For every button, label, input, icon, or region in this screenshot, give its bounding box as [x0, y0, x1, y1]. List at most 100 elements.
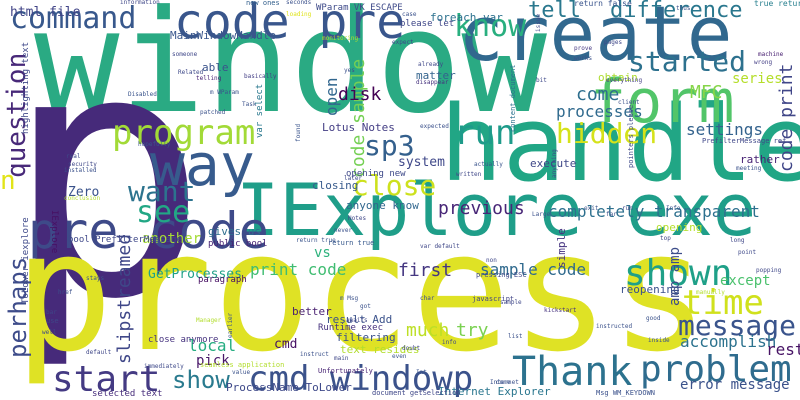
cloud-word: code sample: [350, 59, 368, 178]
cloud-word: top: [660, 236, 671, 242]
cloud-word: highlighting text: [22, 42, 31, 134]
cloud-word: rest: [766, 342, 800, 358]
cloud-word: awaits: [346, 318, 368, 324]
cloud-word: Msg WM_KEYDOWN: [596, 390, 655, 397]
cloud-word: completely transparent: [548, 204, 760, 220]
cloud-word: html file: [10, 6, 80, 19]
cloud-word: immediately: [144, 364, 184, 370]
cloud-word: wrong: [754, 60, 772, 66]
cloud-word: MainWindowHandle: [170, 30, 276, 41]
cloud-word: point: [738, 250, 756, 256]
cloud-word: expect: [392, 40, 414, 46]
cloud-word: use: [46, 318, 59, 325]
cloud-word: done: [496, 380, 510, 386]
cloud-word: case: [402, 12, 416, 18]
cloud-word: Lotus Notes: [322, 122, 395, 133]
cloud-word: information: [120, 0, 160, 6]
cloud-word: want: [128, 178, 195, 206]
cloud-word: MFC: [690, 84, 723, 102]
cloud-word: reopening: [620, 284, 680, 295]
cloud-word: pointers please: [628, 105, 635, 168]
cloud-word: return true: [296, 238, 336, 244]
cloud-word: value: [232, 370, 250, 376]
cloud-word: bool PrefilterMessage: [68, 236, 182, 245]
cloud-word: main: [334, 356, 348, 362]
cloud-word: cmd: [274, 338, 297, 351]
cloud-word: simple: [556, 228, 567, 268]
cloud-word: m Msg: [340, 296, 358, 302]
cloud-word: got: [360, 304, 371, 310]
cloud-word: kickstart: [544, 308, 577, 314]
cloud-word: seamless application: [200, 362, 284, 369]
cloud-word: first: [398, 262, 452, 280]
cloud-word: list: [508, 334, 522, 340]
cloud-word: someone: [172, 52, 197, 58]
cloud-word: even: [392, 354, 406, 360]
cloud-word: default: [86, 350, 111, 356]
cloud-word: program: [112, 116, 255, 150]
cloud-word: public bool: [208, 240, 268, 249]
cloud-word: able: [202, 62, 229, 73]
cloud-word: WParam VK_ESCAPE: [316, 4, 403, 13]
cloud-word: disk: [338, 86, 381, 104]
cloud-word: run: [622, 206, 633, 212]
cloud-word: disappear: [416, 80, 449, 86]
cloud-word: Notes: [348, 216, 366, 222]
cloud-word: basically: [244, 74, 277, 80]
cloud-word: later: [344, 176, 362, 182]
cloud-word: found: [296, 124, 302, 142]
cloud-word: gives us: [208, 226, 261, 237]
cloud-word: yes: [344, 68, 355, 74]
cloud-word: info: [442, 340, 456, 346]
cloud-word: run: [454, 116, 515, 150]
cloud-word: except: [720, 274, 771, 288]
cloud-word: settings: [686, 122, 763, 138]
cloud-word: n: [0, 168, 16, 194]
cloud-word: IExplore: [49, 210, 58, 253]
cloud-word: good: [646, 316, 660, 322]
cloud-word: written: [456, 172, 481, 178]
cloud-word: doubt: [402, 346, 420, 352]
cloud-word: sample: [500, 300, 522, 306]
cloud-word: ToLower iexplore: [22, 217, 31, 304]
cloud-word: slipstreamed: [116, 234, 134, 364]
cloud-word: Int: [416, 370, 427, 376]
cloud-word: return false: [574, 0, 632, 8]
cloud-word: instruct: [300, 352, 329, 358]
cloud-word: non: [486, 258, 497, 264]
cloud-word: seconds: [286, 0, 311, 6]
cloud-word: pressing ESC: [476, 272, 527, 279]
cloud-word: stays: [86, 276, 104, 282]
cloud-word: filtering: [336, 332, 396, 343]
cloud-word: var default: [420, 244, 460, 250]
cloud-word: instructed: [596, 324, 632, 330]
cloud-word: conclusion: [64, 196, 100, 202]
cloud-word: please let: [400, 20, 454, 29]
cloud-word: works: [574, 56, 592, 62]
cloud-word: Unfortunately: [318, 368, 373, 375]
cloud-word: amp amp: [668, 247, 682, 306]
cloud-word: close anymore: [148, 336, 218, 345]
cloud-word: patched: [200, 110, 225, 116]
cloud-word: show: [172, 368, 230, 392]
cloud-word: anything: [552, 149, 558, 178]
cloud-word: var select: [256, 84, 265, 138]
cloud-word: href: [58, 290, 72, 296]
cloud-word: Manager: [196, 318, 221, 324]
cloud-word: error message: [680, 378, 790, 392]
cloud-word: series: [732, 72, 783, 86]
cloud-word: true return: [754, 0, 800, 8]
cloud-word: system: [398, 156, 445, 169]
cloud-word: installed: [64, 168, 97, 174]
cloud-word: actually: [474, 162, 503, 168]
cloud-word: exit: [584, 206, 598, 212]
cloud-word: client: [618, 100, 640, 106]
cloud-word: never: [334, 228, 352, 234]
cloud-word: hopefully: [138, 142, 171, 148]
cloud-word: previous: [438, 200, 525, 218]
cloud-word: everything: [606, 78, 642, 84]
cloud-word: monitoring: [322, 36, 358, 42]
cloud-word: earlier: [228, 313, 234, 338]
cloud-word: popping: [756, 268, 781, 274]
